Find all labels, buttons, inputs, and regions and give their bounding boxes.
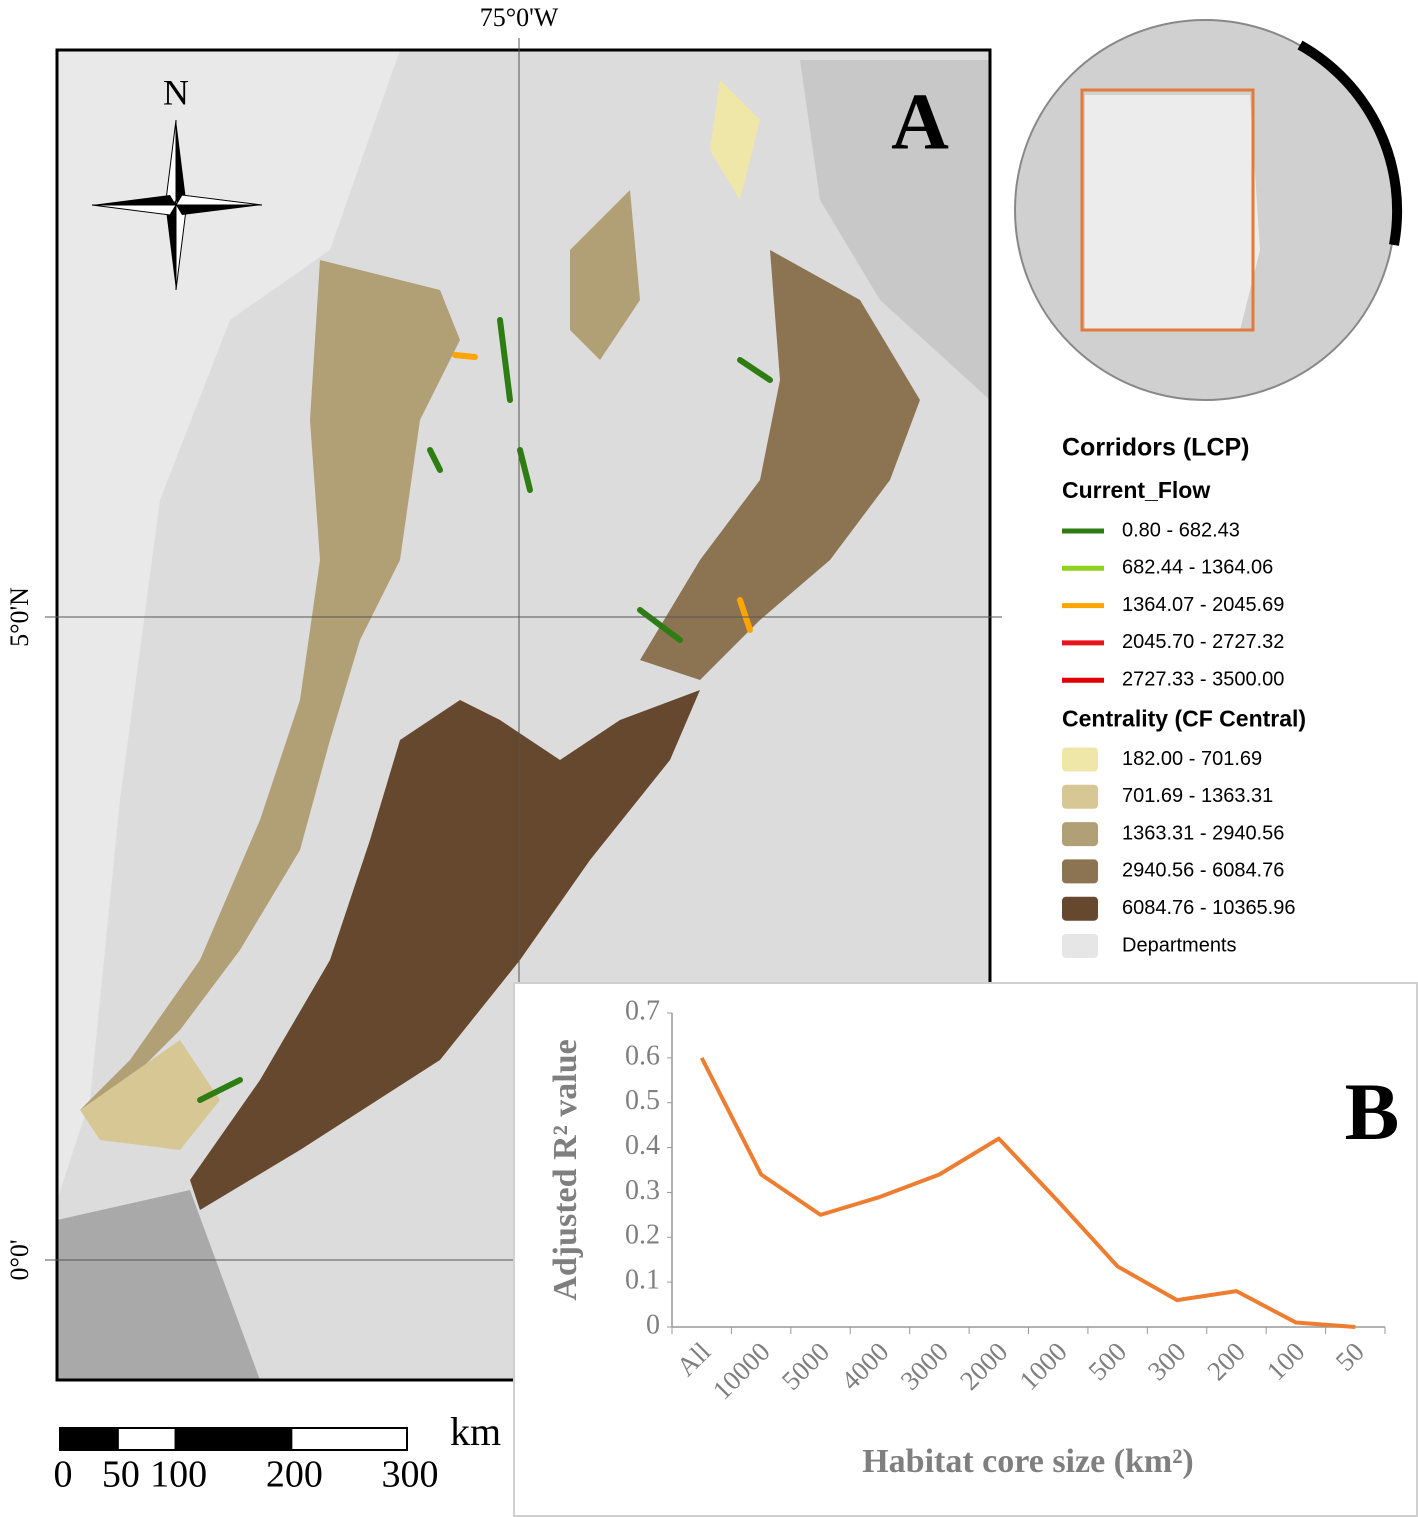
- scale-segment: [176, 1428, 292, 1450]
- legend-label: 2727.33 - 3500.00: [1122, 668, 1284, 690]
- legend-swatch: [1062, 748, 1098, 772]
- figure: 00.10.20.30.40.50.60.7All100005000400030…: [0, 0, 1418, 1517]
- y-tick-label: 0.5: [625, 1085, 660, 1116]
- legend-swatch: [1062, 897, 1098, 921]
- scale-label: 300: [382, 1454, 439, 1496]
- y-tick-label: 0.2: [625, 1220, 660, 1251]
- x-axis-title: Habitat core size (km²): [862, 1443, 1194, 1480]
- scale-label: 0: [54, 1454, 73, 1496]
- y-tick-label: 0.6: [625, 1040, 660, 1071]
- scale-label: 50: [102, 1454, 140, 1496]
- legend-label: Departments: [1122, 934, 1237, 956]
- legend-swatch: [1062, 822, 1098, 846]
- legend-label: 0.80 - 682.43: [1122, 519, 1240, 541]
- y-axis-title: Adjusted R² value: [547, 1039, 584, 1300]
- y-tick-label: 0.1: [625, 1265, 660, 1296]
- legend-label: 1364.07 - 2045.69: [1122, 594, 1284, 616]
- scale-segment: [291, 1428, 407, 1450]
- legend-title: Corridors (LCP): [1062, 434, 1250, 462]
- page: { "map": { "panel_label": "A", "north_la…: [0, 0, 1418, 1517]
- y-tick-label: 0: [646, 1309, 660, 1340]
- scale-segment: [60, 1428, 118, 1450]
- y-tick-label: 0.7: [625, 995, 660, 1026]
- scale-label: 200: [266, 1454, 323, 1496]
- legend-swatch: [1062, 859, 1098, 883]
- legend-group-title: Current_Flow: [1062, 477, 1210, 503]
- panel-label: B: [1345, 1066, 1400, 1157]
- legend-swatch: [1062, 785, 1098, 809]
- inset-country: [1085, 95, 1260, 330]
- scale-unit: km: [450, 1409, 501, 1454]
- legend-label: 2045.70 - 2727.32: [1122, 631, 1284, 653]
- lat-label: 0°0': [5, 1239, 34, 1280]
- scale-label: 100: [150, 1454, 207, 1496]
- legend-group-title: Centrality (CF Central): [1062, 706, 1306, 732]
- north-label: N: [163, 72, 189, 112]
- legend-label: 1363.31 - 2940.56: [1122, 822, 1284, 844]
- legend-label: 2940.56 - 6084.76: [1122, 860, 1284, 882]
- scale-segment: [118, 1428, 176, 1450]
- legend-swatch: [1062, 934, 1098, 958]
- panel-label: A: [891, 78, 949, 166]
- legend-label: 182.00 - 701.69: [1122, 748, 1262, 770]
- legend-label: 6084.76 - 10365.96: [1122, 897, 1296, 919]
- y-tick-label: 0.3: [625, 1175, 660, 1206]
- lon-label: 75°0'W: [480, 3, 559, 32]
- legend-label: 701.69 - 1363.31: [1122, 785, 1273, 807]
- lat-label: 5°0'N: [5, 587, 34, 647]
- legend-label: 682.44 - 1364.06: [1122, 557, 1273, 579]
- y-tick-label: 0.4: [625, 1130, 660, 1161]
